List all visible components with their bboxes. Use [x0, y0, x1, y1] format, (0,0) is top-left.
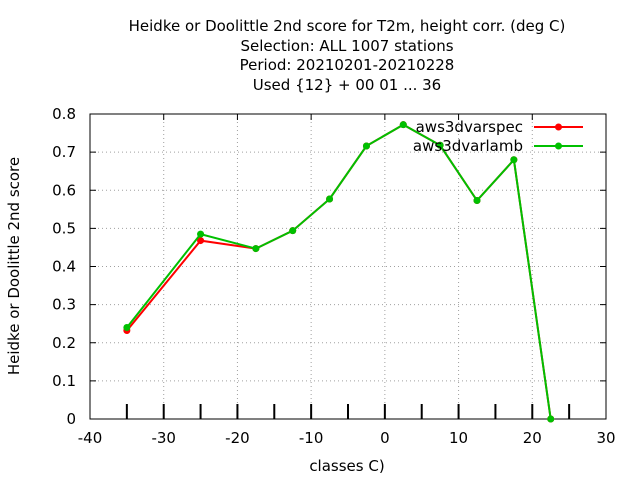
- legend-marker-aws3dvarspec: [555, 123, 562, 131]
- legend-marker-aws3dvarlamb: [555, 142, 562, 150]
- legend-label: aws3dvarspec: [416, 118, 523, 136]
- x-tick-label: 20: [523, 429, 542, 447]
- x-tick-label: -40: [78, 429, 103, 447]
- plot-frame: [89, 113, 607, 420]
- y-tick-label: 0.7: [52, 143, 76, 161]
- x-tick-label: -10: [299, 429, 324, 447]
- x-tick-label: -30: [151, 429, 176, 447]
- data-point-aws3dvarlamb: [362, 142, 370, 150]
- data-point-aws3dvarlamb: [473, 197, 481, 205]
- grid: [90, 114, 606, 419]
- y-tick-label: 0.5: [52, 219, 76, 237]
- tick-labels: -40 -30 -20 -10 0 10 20 30 0 0.1 0.2 0.3 0.4 0.5 0.6 0.…: [52, 105, 615, 447]
- title-line-4: Used {12} + 00 01 ... 36: [253, 76, 441, 94]
- data-point-aws3dvarlamb: [510, 156, 518, 164]
- y-tick-label: 0.3: [52, 296, 76, 314]
- data-point-aws3dvarlamb: [399, 121, 407, 129]
- y-tick-label: 0.6: [52, 181, 76, 199]
- title-line-3: Period: 20210201-20210228: [240, 56, 455, 74]
- legend-label: aws3dvarlamb: [413, 137, 523, 155]
- y-axis-label: Heidke or Doolittle 2nd score: [5, 157, 23, 375]
- x-tick-label: -20: [225, 429, 250, 447]
- y-tick-label: 0.4: [52, 258, 76, 276]
- title-line-2: Selection: ALL 1007 stations: [240, 37, 453, 55]
- data-point-aws3dvarlamb: [547, 415, 555, 423]
- x-tick-label: 30: [596, 429, 615, 447]
- y-tick-label: 0: [66, 410, 76, 428]
- y-tick-label: 0.8: [52, 105, 76, 123]
- data-point-aws3dvarlamb: [326, 195, 334, 203]
- series: [123, 121, 555, 423]
- chart-title: Heidke or Doolittle 2nd score for T2m, h…: [129, 17, 566, 94]
- x-tick-label: 0: [380, 429, 390, 447]
- title-line-1: Heidke or Doolittle 2nd score for T2m, h…: [129, 17, 566, 35]
- data-point-aws3dvarspec: [197, 237, 205, 245]
- series-line-aws3dvarspec: [126, 123, 552, 420]
- data-point-aws3dvarlamb: [289, 227, 297, 235]
- y-tick-label: 0.2: [52, 334, 76, 352]
- class-ticks: [125, 404, 571, 419]
- x-tick-label: 10: [449, 429, 468, 447]
- data-point-aws3dvarlamb: [123, 324, 131, 331]
- data-point-aws3dvarlamb: [252, 245, 260, 253]
- x-axis-label: classes C): [309, 457, 384, 475]
- data-point-aws3dvarlamb: [197, 230, 205, 238]
- data-point-aws3dvarlamb: [436, 141, 444, 149]
- series-line-aws3dvarlamb: [126, 123, 552, 420]
- y-tick-label: 0.1: [52, 372, 76, 390]
